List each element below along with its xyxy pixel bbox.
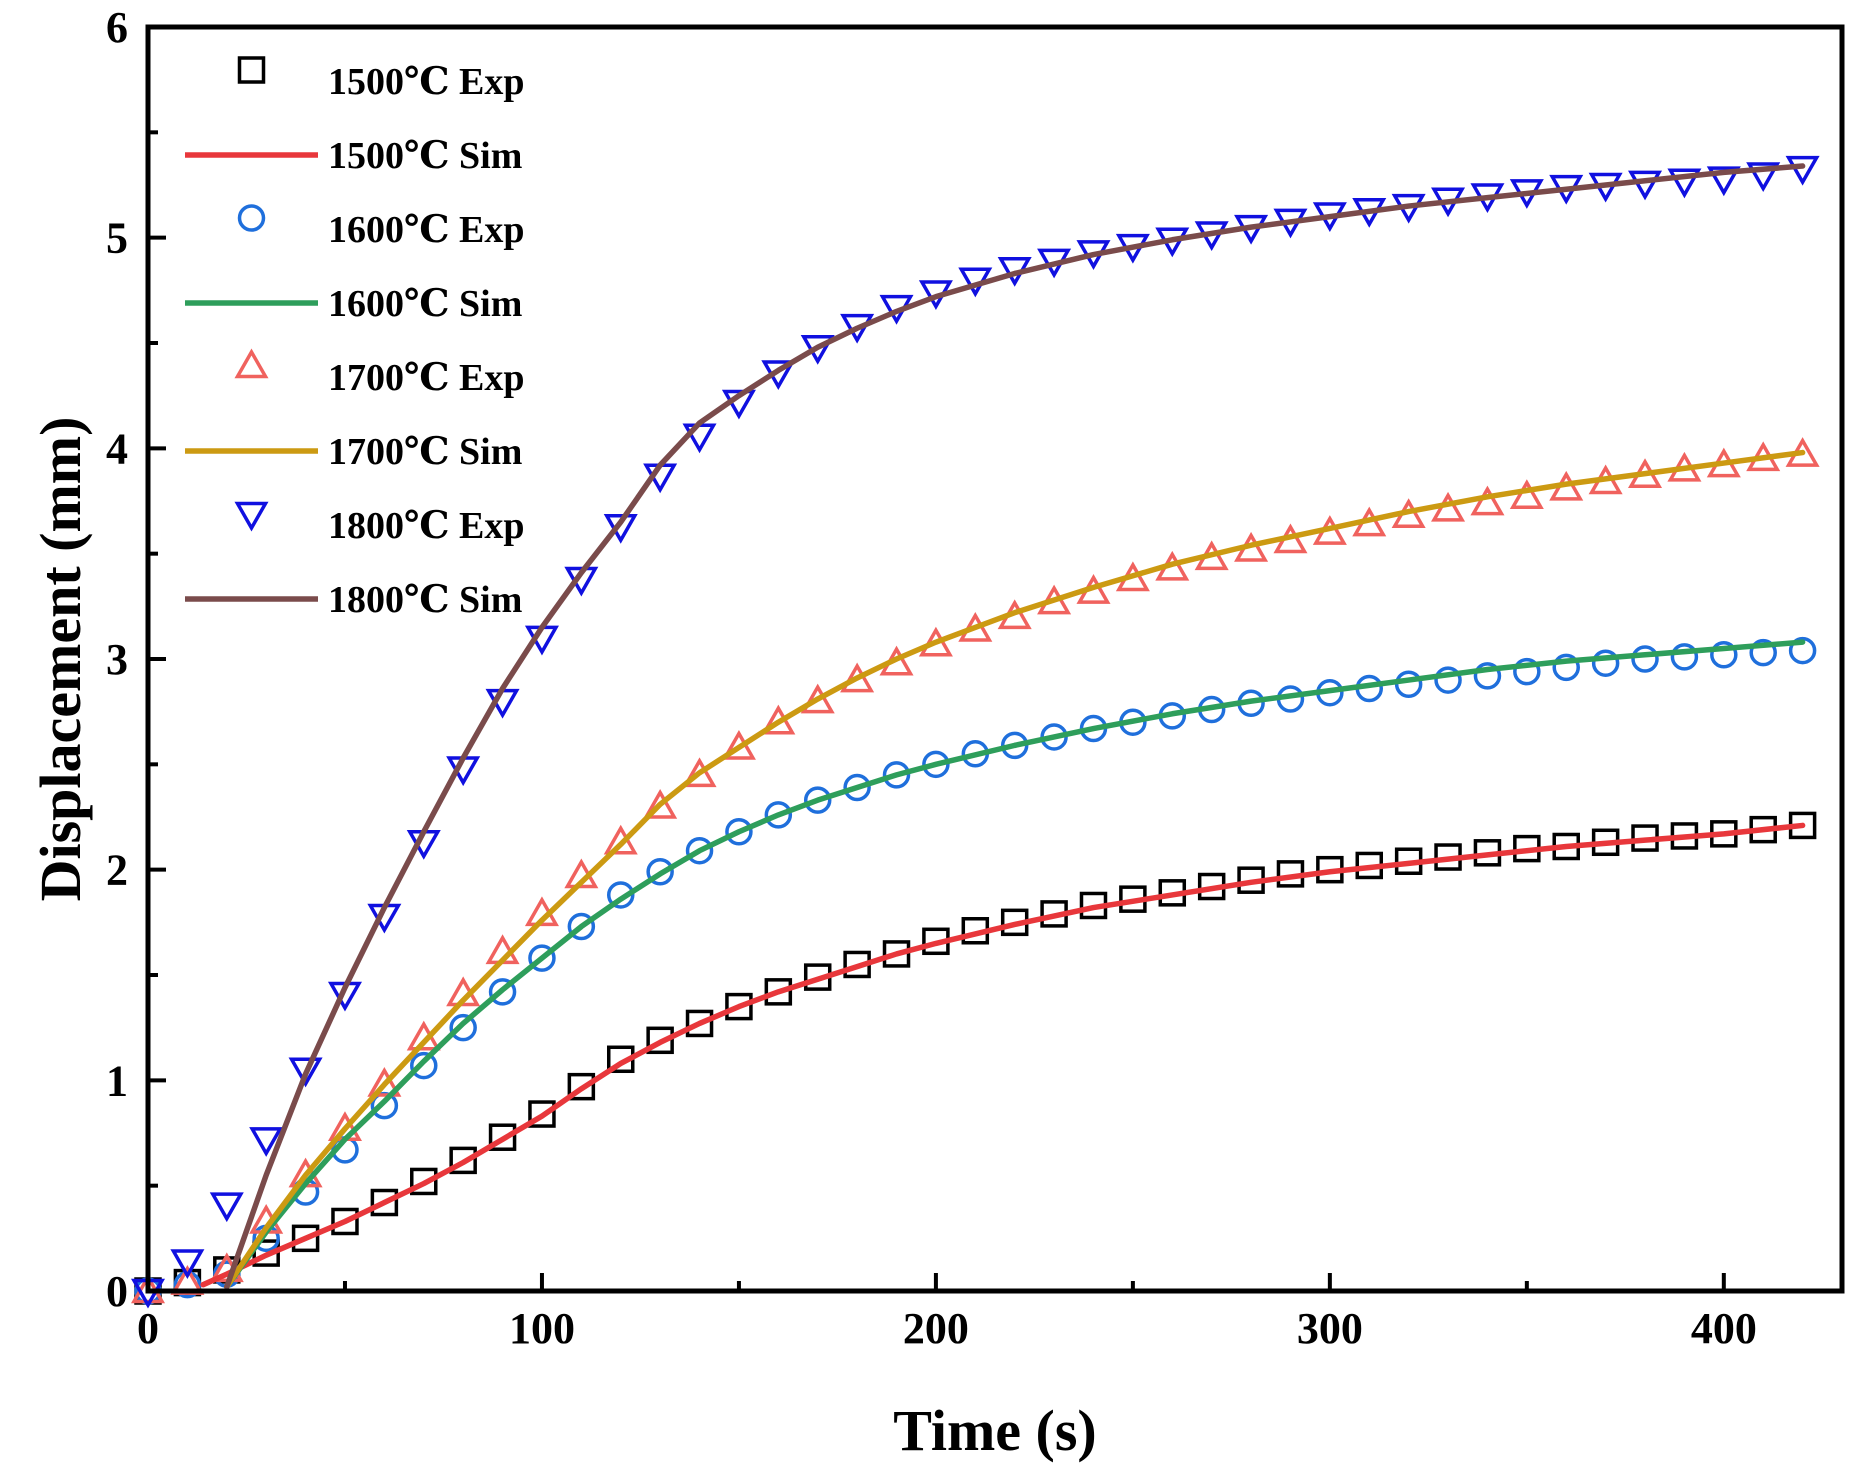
- data-point: [567, 912, 596, 941]
- series-1500-exp: [134, 811, 1817, 1305]
- data-point: [840, 662, 875, 693]
- legend-item: 1600℃ Exp: [237, 204, 525, 251]
- data-point: [1434, 666, 1462, 694]
- data-point: [1670, 643, 1699, 671]
- data-point: [643, 788, 678, 819]
- data-point: [1710, 641, 1738, 669]
- y-tick-label: 6: [106, 3, 128, 52]
- legend-item: 1800℃ Exp: [234, 501, 525, 547]
- data-point: [1749, 638, 1777, 667]
- data-point: [488, 978, 517, 1006]
- series-line-1500-sim: [200, 822, 1806, 1288]
- data-point: [682, 757, 717, 788]
- data-point: [1473, 662, 1502, 690]
- data-point: [685, 836, 714, 865]
- data-point: [803, 786, 832, 814]
- legend-item: 1500℃ Exp: [237, 56, 525, 103]
- legend-label: 1700℃ Sim: [328, 431, 522, 473]
- legend-label: 1800℃ Exp: [328, 505, 525, 547]
- legend-label: 1800℃ Sim: [328, 579, 522, 621]
- series-line-1700-sim: [224, 449, 1806, 1290]
- data-point: [370, 1188, 399, 1217]
- data-point: [449, 1013, 477, 1042]
- axes: 0 100 200 300 400 0 1 2 3 4 5 6: [106, 3, 1757, 1353]
- y-axis-title: Displacement (mm): [28, 417, 93, 902]
- data-point: [922, 750, 950, 779]
- legend-marker-swatch: [234, 348, 269, 379]
- data-point: [449, 1146, 477, 1175]
- legend-item: 1500℃ Sim: [185, 135, 522, 177]
- data-point: [1706, 166, 1741, 197]
- legend-label: 1500℃ Sim: [328, 135, 522, 177]
- x-tick-label: 400: [1691, 1304, 1757, 1353]
- data-point: [331, 1207, 359, 1236]
- x-tick-label: 200: [903, 1304, 969, 1353]
- y-tick-label: 0: [106, 1267, 128, 1316]
- data-point: [882, 940, 911, 968]
- data-point: [1628, 170, 1663, 201]
- data-point: [882, 761, 911, 789]
- data-point: [410, 1051, 438, 1080]
- data-point: [1591, 649, 1620, 677]
- data-point: [1552, 653, 1580, 682]
- data-point: [843, 773, 871, 802]
- y-tick-label: 1: [106, 1056, 128, 1105]
- data-point: [488, 1123, 517, 1151]
- data-point: [1394, 670, 1423, 699]
- legend-marker-swatch: [237, 56, 266, 84]
- data-point: [725, 992, 753, 1021]
- legend-item: 1700℃ Sim: [185, 431, 522, 473]
- legend-item: 1700℃ Exp: [234, 348, 525, 399]
- data-point: [1746, 162, 1781, 192]
- data-point: [1509, 479, 1544, 510]
- data-point: [288, 1057, 323, 1088]
- data-point: [1788, 636, 1817, 665]
- legend-label: 1600℃ Exp: [328, 209, 525, 251]
- data-point: [764, 801, 793, 829]
- legend-marker-swatch: [234, 501, 269, 532]
- data-point: [1667, 168, 1702, 199]
- data-point: [646, 858, 674, 886]
- x-tick-label: 300: [1297, 1304, 1363, 1353]
- legend: 1500℃ Exp 1500℃ Sim 1600℃ Exp 1600℃ Sim 1700…: [185, 56, 525, 621]
- data-point: [725, 817, 753, 846]
- data-point: [410, 1167, 438, 1196]
- legend-label: 1700℃ Exp: [328, 357, 525, 399]
- data-point: [1513, 657, 1541, 686]
- data-point: [367, 1067, 402, 1097]
- series-line-1600-sim: [224, 639, 1806, 1290]
- data-point: [528, 1100, 556, 1128]
- data-point: [209, 1192, 244, 1223]
- legend-marker-swatch: [237, 204, 266, 232]
- y-tick-label: 5: [106, 214, 128, 263]
- legend-item: 1600℃ Sim: [185, 283, 522, 325]
- data-point: [1470, 485, 1505, 516]
- data-point: [567, 1072, 596, 1101]
- data-point: [170, 1249, 205, 1280]
- data-point: [646, 1026, 674, 1055]
- x-tick-label: 100: [509, 1304, 575, 1353]
- series-1700-exp: [130, 437, 1820, 1304]
- legend-item: 1800℃ Sim: [185, 579, 522, 621]
- y-tick-label: 2: [106, 846, 128, 895]
- legend-label: 1500℃ Exp: [328, 61, 525, 103]
- data-point: [1785, 155, 1820, 186]
- series-line-1800-sim: [224, 163, 1806, 1290]
- data-point: [685, 1009, 714, 1038]
- x-tick-label: 0: [137, 1304, 159, 1353]
- plot-area: [130, 155, 1820, 1309]
- data-point: [606, 881, 635, 909]
- x-axis-title: Time (s): [893, 1398, 1097, 1463]
- data-point: [764, 978, 793, 1006]
- data-point: [528, 944, 556, 972]
- series-1800-exp: [130, 155, 1820, 1309]
- y-tick-label: 4: [106, 424, 128, 473]
- data-point: [800, 683, 835, 714]
- legend-label: 1600℃ Sim: [328, 283, 522, 325]
- y-tick-label: 3: [106, 635, 128, 684]
- data-point: [1631, 645, 1659, 673]
- data-point: [291, 1224, 320, 1253]
- data-point: [249, 1127, 284, 1157]
